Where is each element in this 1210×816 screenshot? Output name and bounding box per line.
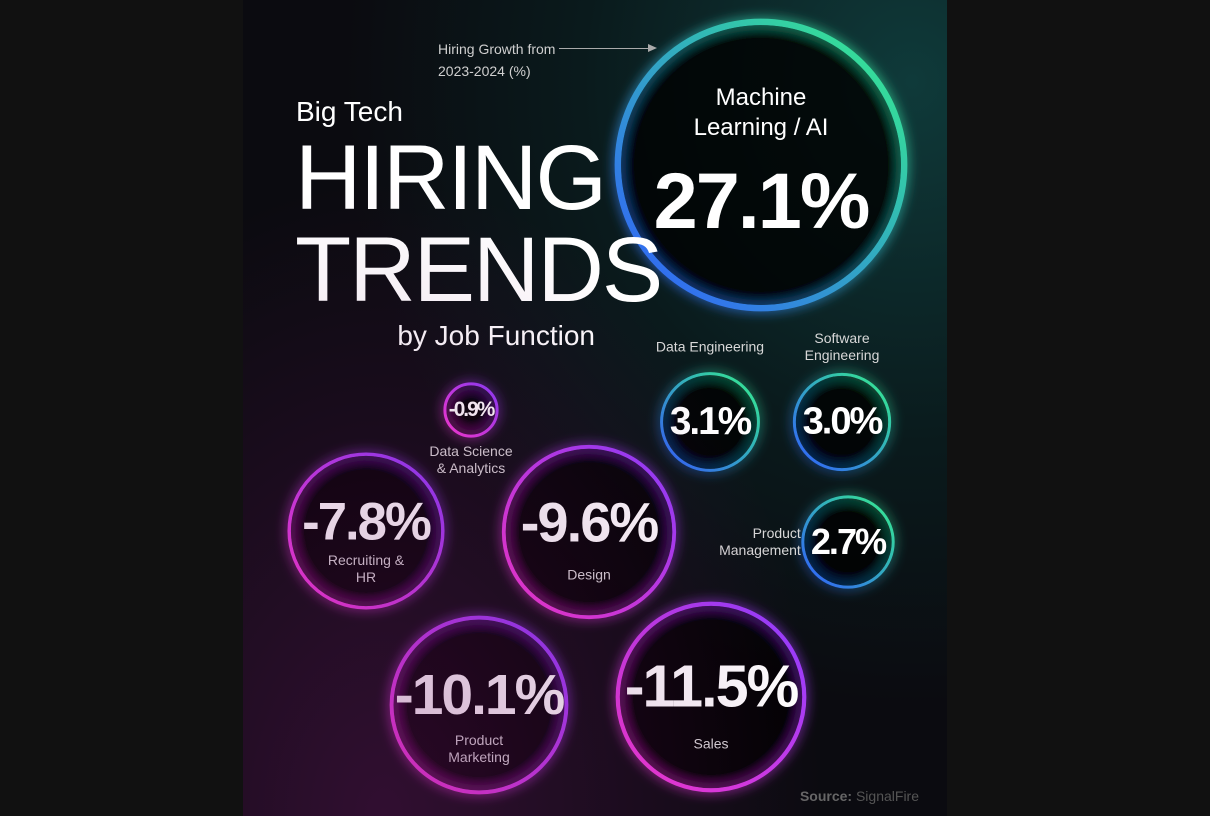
category-label: Data Engineering bbox=[655, 338, 765, 355]
category-label: Machine Learning / AI bbox=[693, 84, 829, 142]
title: HIRING TRENDS bbox=[295, 127, 663, 321]
source-name: SignalFire bbox=[855, 788, 919, 804]
annotation-arrow bbox=[559, 44, 657, 52]
value-label: 3.0% bbox=[802, 400, 884, 443]
value-label: 3.1% bbox=[669, 400, 752, 443]
value-label: 2.7% bbox=[810, 521, 887, 562]
bubble bbox=[660, 372, 760, 472]
category-label: Product Management bbox=[719, 525, 801, 558]
value-label: -0.9% bbox=[448, 398, 495, 421]
bubble bbox=[615, 601, 807, 793]
bubble bbox=[801, 495, 895, 589]
category-label: Product Marketing bbox=[448, 731, 510, 765]
bubble bbox=[501, 444, 677, 620]
subtitle: by Job Function bbox=[397, 320, 595, 351]
source: Source: SignalFire bbox=[800, 788, 919, 804]
title-kicker: Big Tech bbox=[296, 96, 403, 127]
bubble bbox=[389, 615, 569, 795]
infographic: Hiring Growth from 2023-2024 (%) Big Tec… bbox=[243, 0, 947, 816]
annotation: Hiring Growth from 2023-2024 (%) bbox=[438, 41, 556, 79]
value-label: -11.5% bbox=[624, 652, 800, 720]
category-label: Recruiting & HR bbox=[327, 552, 405, 586]
value-label: -10.1% bbox=[394, 662, 565, 727]
category-label: Data Science & Analytics bbox=[429, 443, 513, 477]
bubble bbox=[287, 452, 445, 610]
bubble bbox=[792, 372, 892, 472]
category-label: Sales bbox=[693, 735, 729, 752]
bubble bbox=[614, 18, 908, 312]
chart bbox=[287, 18, 908, 795]
category-label: Software Engineering bbox=[804, 330, 880, 364]
bubble bbox=[443, 382, 499, 438]
value-label: -7.8% bbox=[302, 492, 432, 552]
value-label: -9.6% bbox=[520, 490, 659, 554]
value-label: 27.1% bbox=[653, 155, 871, 245]
category-label: Design bbox=[567, 566, 611, 583]
source-label: Source: bbox=[799, 788, 853, 804]
